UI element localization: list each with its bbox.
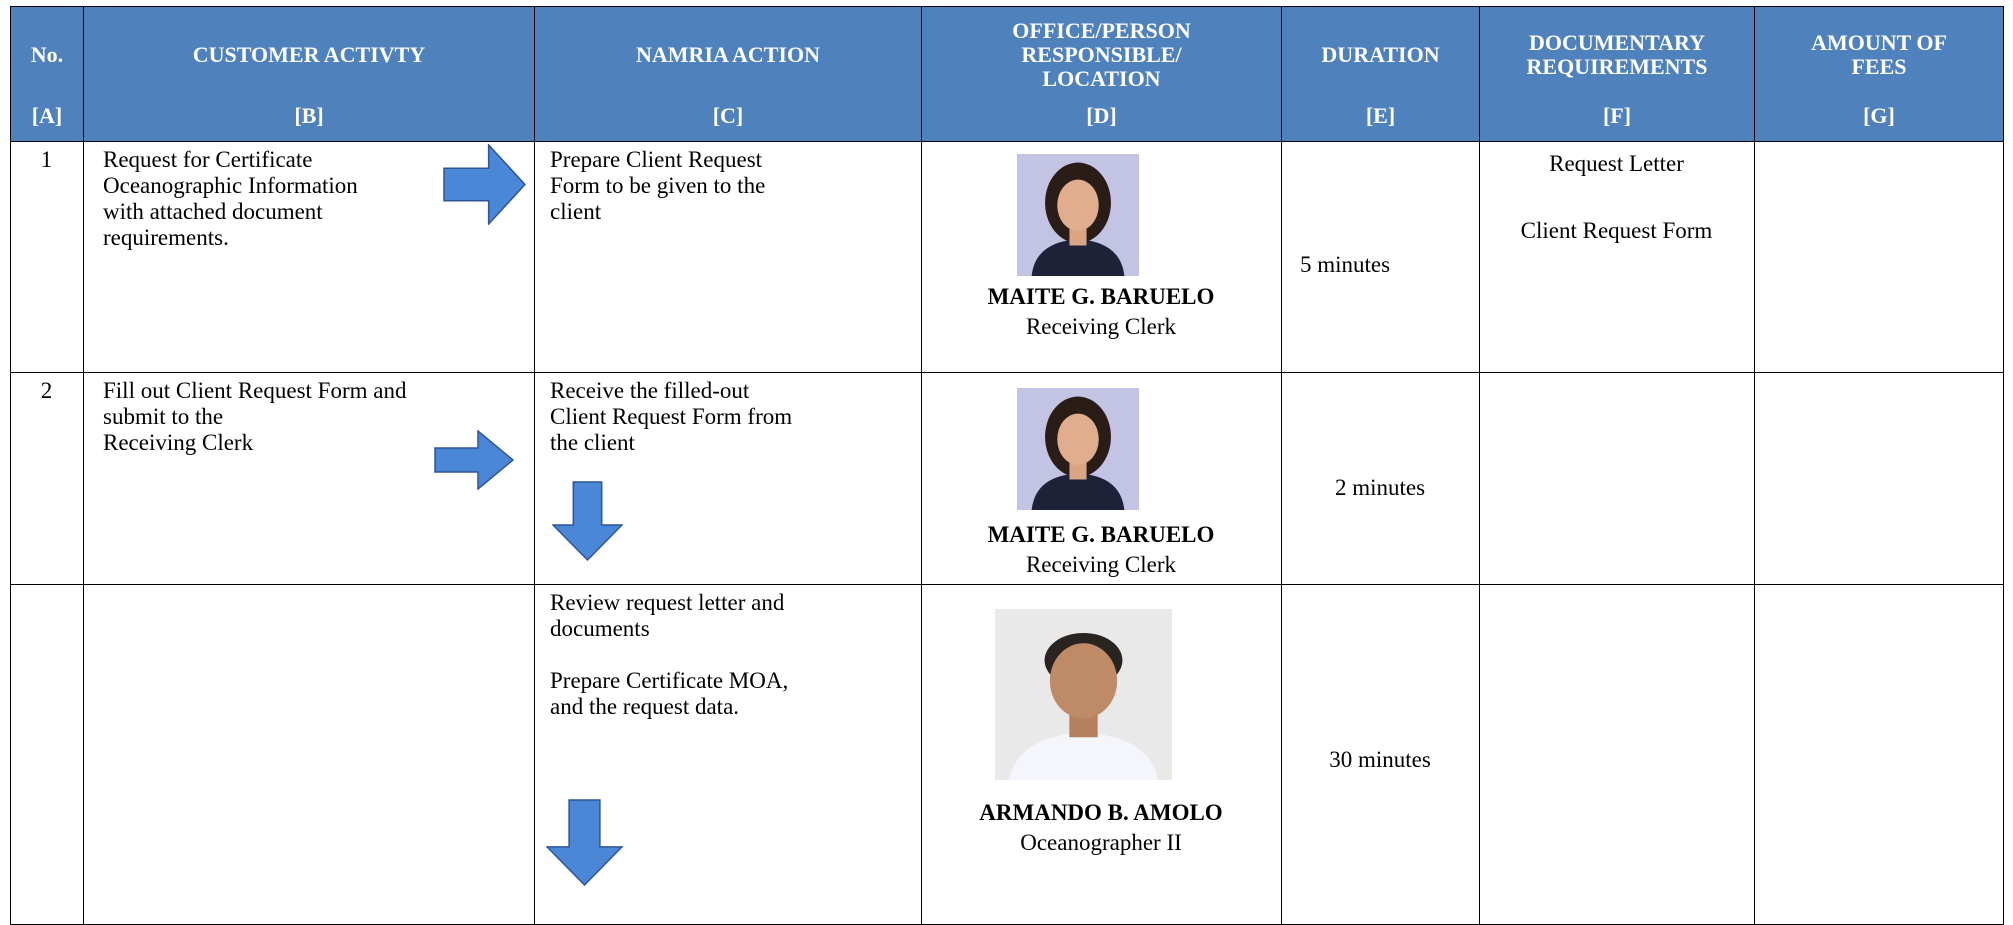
customer-activity-line: Fill out Client Request Form and: [103, 378, 407, 403]
header-code: [B]: [294, 103, 324, 128]
face: [1057, 179, 1099, 231]
arrow-down: [546, 799, 623, 886]
arrow-shape: [546, 799, 623, 886]
header-code: [F]: [1602, 103, 1632, 128]
header-code: [E]: [1365, 103, 1396, 128]
header-title-line: CUSTOMER ACTIVTY: [192, 42, 426, 67]
header-cell: OFFICE/PERSON RESPONSIBLE/LOCATION [D]: [921, 6, 1282, 142]
namria-action-line: Prepare Certificate MOA,: [550, 668, 789, 693]
customer-activity-line: submit to the: [103, 404, 224, 429]
header-cell: DOCUMENTARY REQUIREMENTS [F]: [1479, 6, 1755, 142]
namria-action-line: Review request letter and: [550, 590, 785, 615]
header-title: NAMRIA ACTION: [535, 9, 921, 101]
duration: 2 minutes: [1334, 475, 1426, 500]
header-title-line: AMOUNT OF: [1811, 30, 1947, 55]
namria-action-line: Prepare Client Request: [550, 147, 763, 172]
header-title-line: REQUIREMENTS: [1526, 54, 1708, 79]
header-title-line: RESPONSIBLE/: [1021, 42, 1182, 67]
person-position: Receiving Clerk: [1025, 552, 1177, 577]
namria-action-line: Form to be given to the: [550, 173, 766, 198]
header-title: AMOUNT OF FEES: [1755, 9, 2003, 101]
arrow-down: [552, 481, 623, 561]
duration: 5 minutes: [1300, 252, 1391, 277]
duration: 30 minutes: [1329, 747, 1431, 772]
customer-activity-line: Oceanographic Information: [103, 173, 358, 198]
header-code: [G]: [1863, 103, 1895, 128]
requirement: Client Request Form: [1520, 218, 1713, 243]
row-number: 2: [40, 378, 53, 403]
person-name: ARMANDO B. AMOLO: [979, 800, 1223, 825]
table-cell: [83, 584, 535, 925]
row-number: 1: [40, 147, 53, 172]
header-title: No.: [11, 9, 83, 101]
table-cell: [10, 584, 84, 925]
arrow-right: [434, 430, 514, 490]
header-cell: CUSTOMER ACTIVTY [B]: [83, 6, 535, 142]
body: [1009, 732, 1158, 780]
face: [1057, 413, 1099, 465]
arrow-shape: [434, 430, 514, 490]
header-title-line: No.: [30, 42, 64, 67]
person-name: MAITE G. BARUELO: [987, 522, 1215, 547]
header-cell: No. [A]: [10, 6, 84, 142]
header-code: [A]: [31, 103, 63, 128]
person-photo: [1017, 154, 1139, 276]
namria-action-line: Client Request Form from: [550, 404, 793, 429]
header-title-line: DOCUMENTARY: [1528, 30, 1706, 55]
arrow-right: [443, 144, 526, 225]
header-title-line: NAMRIA ACTION: [636, 42, 820, 67]
namria-action-line: and the request data.: [550, 694, 740, 719]
person-position: Receiving Clerk: [1025, 314, 1177, 339]
person-photo: [1017, 388, 1139, 510]
namria-action-line: Receive the filled-out: [550, 378, 750, 403]
customer-activity-line: Request for Certificate: [103, 147, 313, 172]
customer-activity-line: requirements.: [103, 225, 229, 250]
header-title-line: OFFICE/PERSON: [1012, 18, 1191, 43]
header-cell: NAMRIA ACTION [C]: [534, 6, 922, 142]
header-cell: DURATION [E]: [1281, 6, 1480, 142]
person-position: Oceanographer II: [1020, 830, 1182, 855]
table-cell: [1754, 372, 2004, 585]
person-name: MAITE G. BARUELO: [987, 284, 1215, 309]
header-title: DURATION: [1282, 9, 1479, 101]
namria-action-line: the client: [550, 430, 635, 455]
requirement: Request Letter: [1549, 151, 1684, 176]
table-cell: [10, 141, 84, 373]
header-title-line: FEES: [1851, 54, 1907, 79]
face: [1049, 643, 1118, 719]
header-code: [C]: [712, 103, 744, 128]
table-cell: [1754, 141, 2004, 373]
body: [1031, 473, 1125, 510]
header-title: OFFICE/PERSON RESPONSIBLE/LOCATION: [922, 9, 1281, 101]
namria-action-line: client: [550, 199, 602, 224]
header-title-line: LOCATION: [1042, 66, 1161, 91]
body: [1031, 239, 1125, 276]
header-cell: AMOUNT OF FEES [G]: [1754, 6, 2004, 142]
header-title: CUSTOMER ACTIVTY: [84, 9, 534, 101]
table-cell: [1754, 584, 2004, 925]
header-title: DOCUMENTARY REQUIREMENTS: [1480, 9, 1754, 101]
namria-action-line: documents: [550, 616, 650, 641]
customer-activity-line: with attached document: [103, 199, 323, 224]
header-title-line: DURATION: [1321, 42, 1440, 67]
arrow-shape: [552, 481, 623, 561]
table-cell: [1479, 372, 1755, 585]
arrow-shape: [443, 144, 526, 225]
header-code: [D]: [1086, 103, 1117, 128]
person-photo: [995, 609, 1172, 780]
table-cell: [1479, 584, 1755, 925]
customer-activity-line: Receiving Clerk: [103, 430, 254, 455]
